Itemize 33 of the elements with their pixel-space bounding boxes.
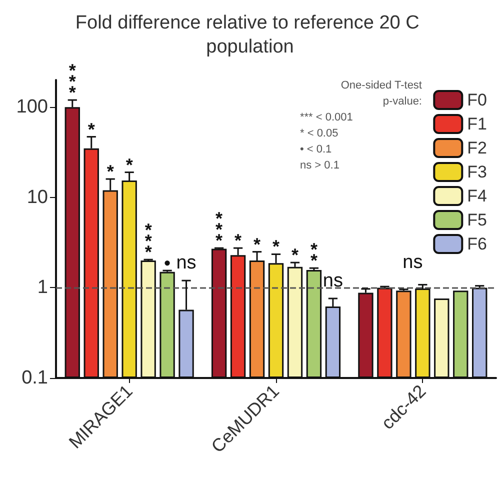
data-label: *** bbox=[68, 60, 76, 103]
annotation: ns bbox=[402, 252, 423, 273]
legend-label: F1 bbox=[467, 114, 488, 134]
data-label: * bbox=[126, 154, 133, 175]
data-label: ** bbox=[310, 240, 318, 271]
y-tick-label: 10 bbox=[26, 186, 48, 208]
data-label: * bbox=[106, 162, 114, 182]
data-label: * bbox=[88, 119, 95, 140]
data-label: ns bbox=[176, 252, 196, 274]
data-label: ns bbox=[322, 270, 343, 292]
legend-label: F0 bbox=[467, 90, 488, 110]
annotation: ns > 0.1 bbox=[300, 160, 340, 172]
annotation: *** < 0.001 bbox=[300, 112, 353, 124]
annotation: * < 0.05 bbox=[300, 128, 338, 140]
legend-label: F3 bbox=[467, 162, 488, 182]
data-label: * bbox=[272, 236, 280, 257]
legend-label: F2 bbox=[467, 138, 488, 158]
data-label: * bbox=[254, 234, 261, 254]
data-label: • bbox=[164, 253, 170, 274]
legend-label: F4 bbox=[467, 186, 488, 206]
data-label: * bbox=[291, 245, 298, 266]
annotation: One-sided T-test bbox=[340, 80, 422, 92]
y-tick-label: 100 bbox=[16, 96, 48, 118]
chart-title: Fold difference relative to reference 20 C population bbox=[75, 12, 425, 58]
y-tick-label: 0.1 bbox=[22, 368, 48, 388]
data-label: * bbox=[234, 230, 242, 251]
legend-label: F5 bbox=[467, 210, 488, 230]
data-label: *** bbox=[216, 208, 223, 251]
annotation: • < 0.1 bbox=[300, 144, 332, 156]
legend-label: F6 bbox=[467, 234, 488, 254]
data-label: *** bbox=[144, 220, 152, 262]
y-tick-label: 1 bbox=[37, 277, 48, 298]
annotation: p-value: bbox=[382, 96, 422, 108]
